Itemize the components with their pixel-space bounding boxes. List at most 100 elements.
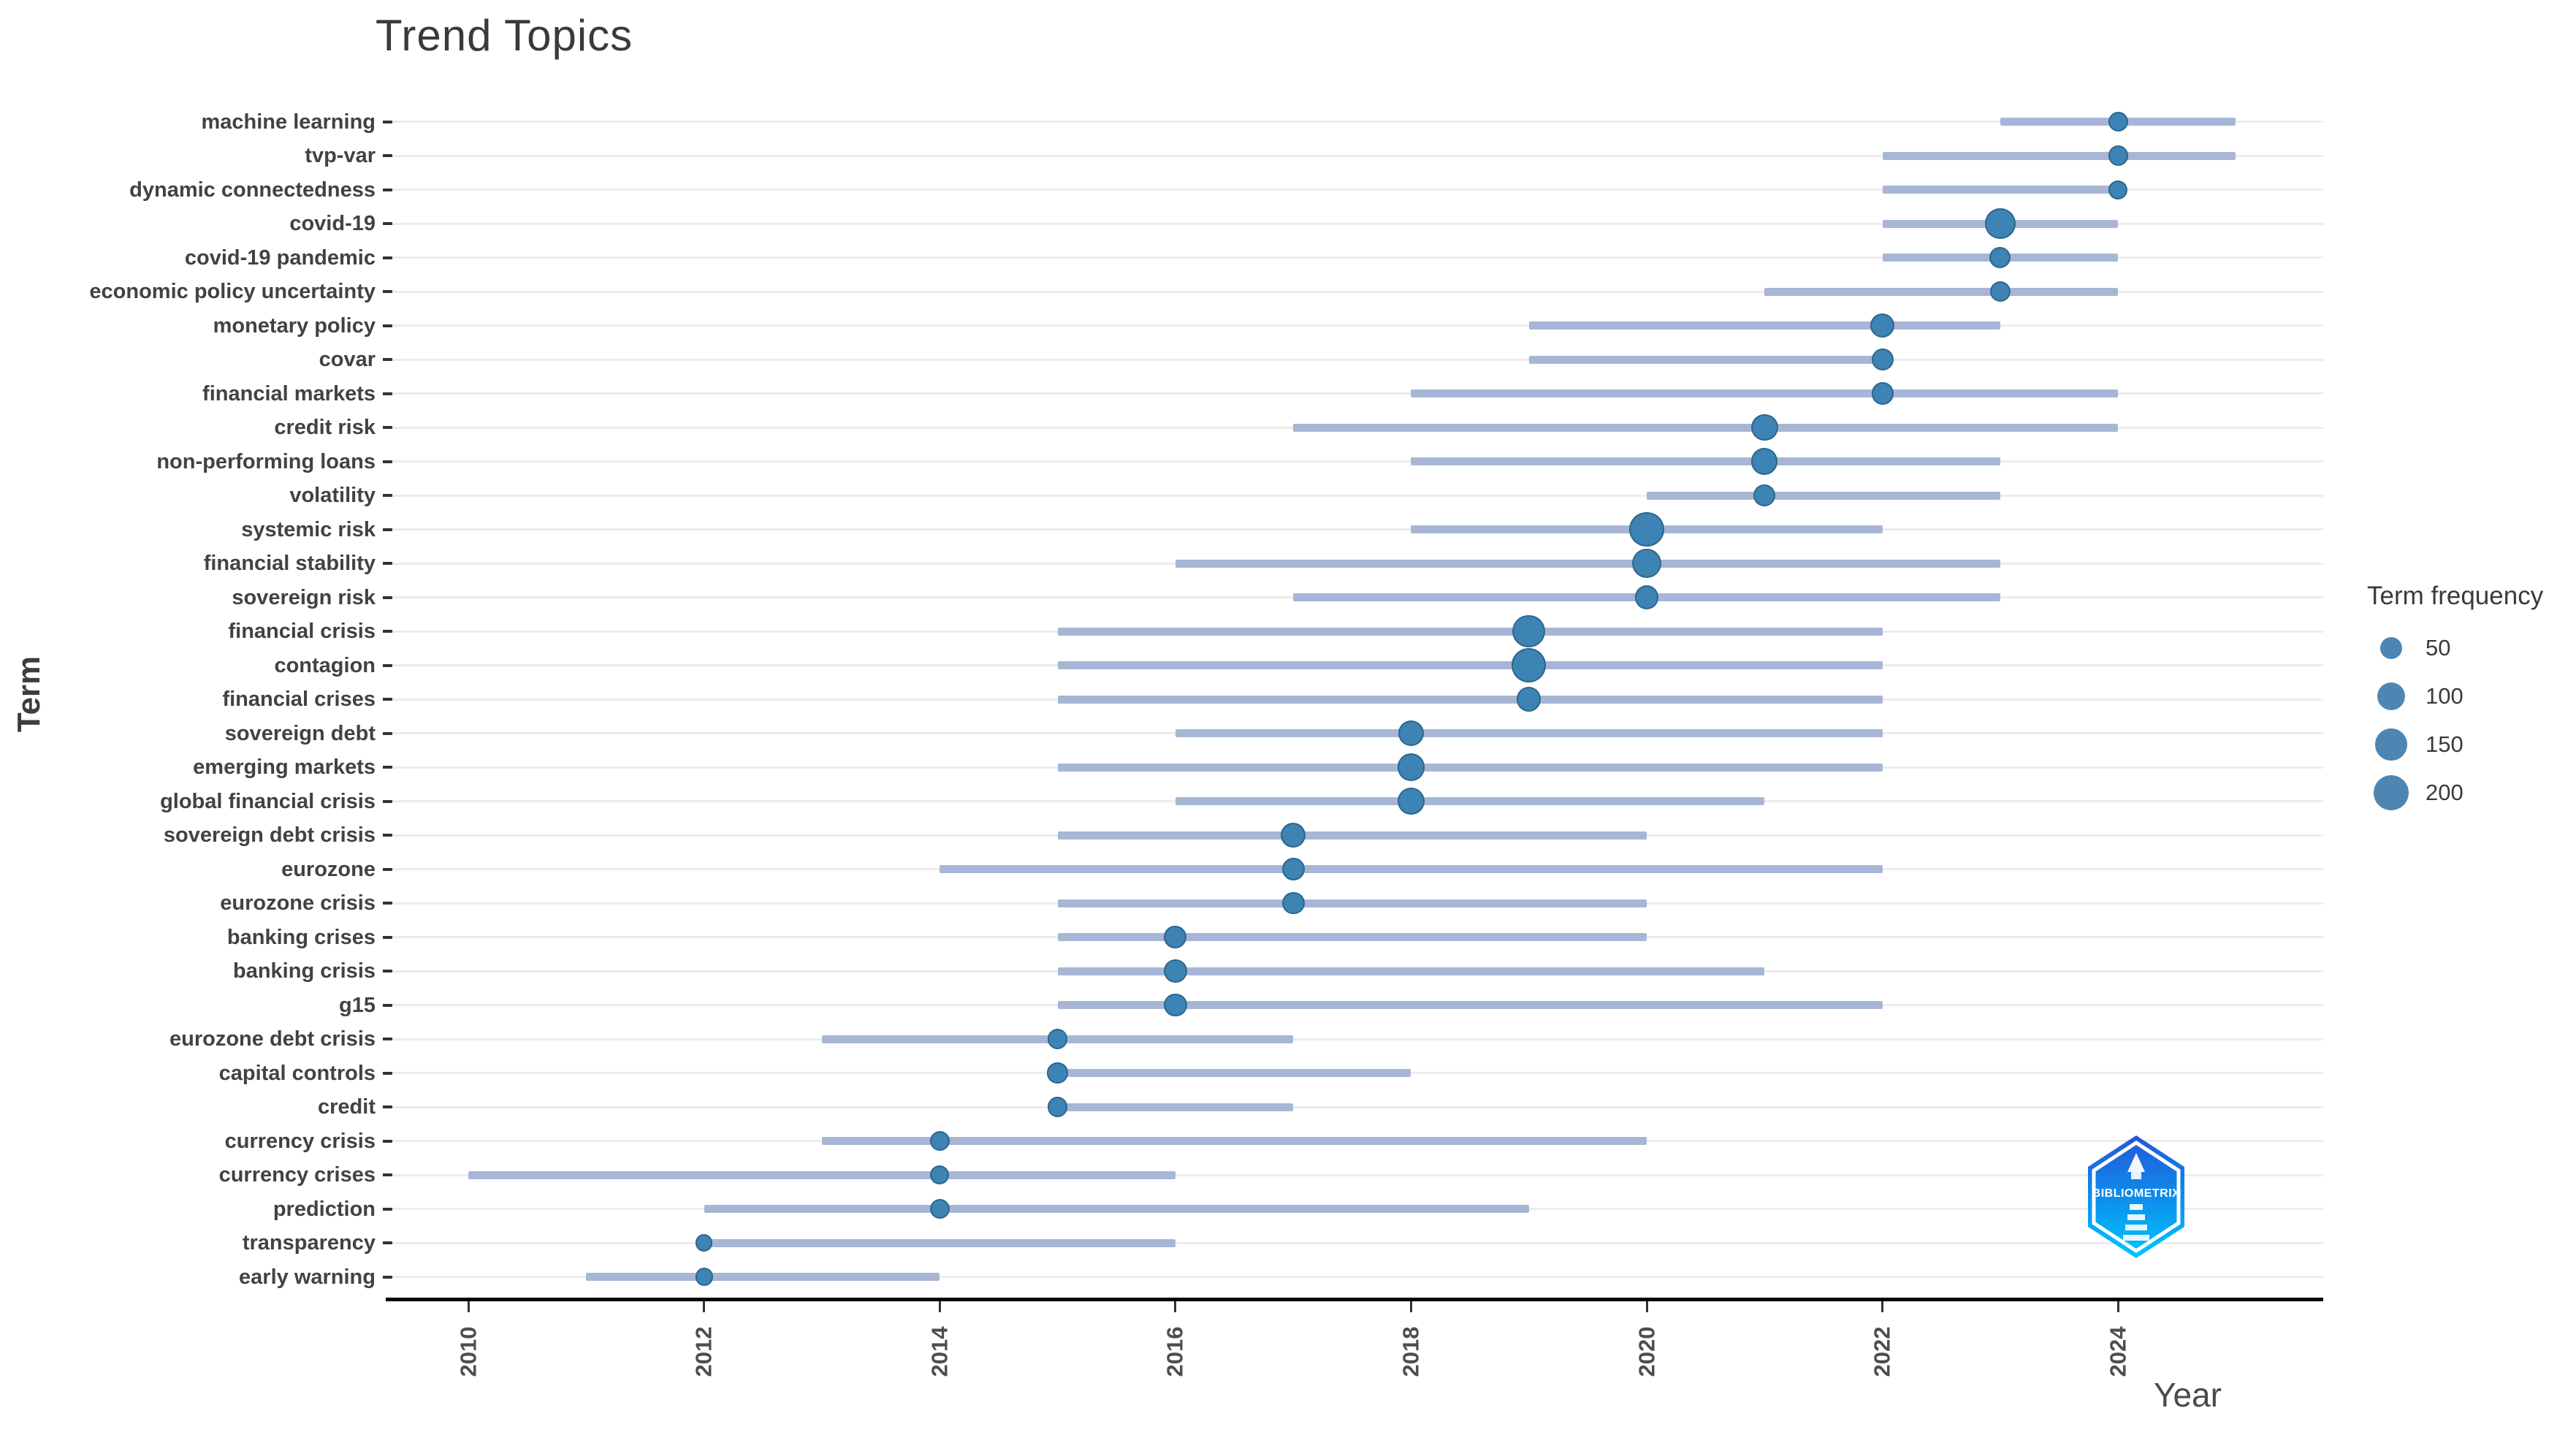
- term-gridline: [387, 1105, 2323, 1108]
- x-tick-label-wrap: 2022: [1839, 1314, 1927, 1390]
- term-label: credit: [318, 1095, 376, 1119]
- term-dot: [1398, 788, 1425, 815]
- term-label: prediction: [273, 1197, 376, 1221]
- term-label: monetary policy: [213, 313, 376, 338]
- term-range-line: [1057, 831, 1647, 840]
- y-axis-tick: [383, 188, 392, 191]
- legend-item: 50: [2367, 624, 2543, 672]
- y-axis-tick: [383, 595, 392, 599]
- y-axis-tick: [383, 867, 392, 871]
- x-axis-title: Year: [2154, 1376, 2222, 1414]
- term-dot: [930, 1165, 950, 1184]
- term-dot: [1397, 753, 1425, 781]
- term-gridline: [387, 494, 2323, 497]
- legend-item-label: 200: [2426, 780, 2463, 805]
- term-range-line: [1647, 491, 2000, 500]
- term-label: economic policy uncertainty: [89, 280, 376, 303]
- legend-circle-cell: [2367, 728, 2415, 761]
- term-dot: [1629, 511, 1664, 547]
- term-dot: [1281, 858, 1305, 880]
- term-range-line: [1057, 899, 1647, 907]
- legend-circle-cell: [2367, 636, 2415, 660]
- x-tick-label: 2020: [1634, 1326, 1659, 1377]
- lighthouse-tower-icon: [2123, 1204, 2149, 1241]
- x-tick-label-wrap: 2024: [2074, 1314, 2162, 1390]
- term-range-line: [1175, 559, 2000, 568]
- term-dot: [1871, 348, 1894, 371]
- term-gridline: [387, 121, 2323, 123]
- legend-item-label: 100: [2426, 683, 2463, 709]
- term-dot: [1163, 959, 1187, 983]
- term-gridline: [387, 528, 2323, 530]
- term-dot: [1750, 414, 1778, 441]
- term-dot: [1164, 926, 1187, 948]
- y-axis-tick: [383, 731, 392, 735]
- legend-items: 50 100 150 200: [2367, 624, 2543, 817]
- term-gridline: [387, 290, 2323, 293]
- y-axis-tick: [383, 663, 392, 667]
- term-range-line: [1175, 729, 1883, 737]
- y-axis-tick: [383, 494, 392, 497]
- term-dot: [2108, 180, 2128, 199]
- legend-item: 150: [2367, 720, 2543, 769]
- term-label: g15: [339, 993, 376, 1017]
- term-range-line: [704, 1238, 1175, 1247]
- x-tick: [467, 1301, 470, 1312]
- legend: Term frequency 50 100 150 200: [2367, 582, 2543, 817]
- term-range-line: [1293, 423, 2119, 432]
- y-axis-tick: [383, 256, 392, 259]
- term-label: emerging markets: [193, 755, 376, 779]
- y-axis-tick: [383, 426, 392, 429]
- x-tick: [703, 1301, 706, 1312]
- term-gridline: [387, 1276, 2323, 1278]
- term-dot: [1047, 1062, 1068, 1084]
- term-gridline: [387, 154, 2323, 157]
- term-range-line: [1057, 661, 1883, 669]
- term-range-line: [1411, 457, 2000, 465]
- term-label: early warning: [239, 1265, 376, 1289]
- term-range-line: [1057, 695, 1883, 704]
- term-label: credit risk: [274, 416, 376, 439]
- y-axis-tick: [383, 460, 392, 463]
- x-tick-label-wrap: 2010: [424, 1314, 512, 1390]
- term-dot: [1753, 484, 1776, 507]
- term-gridline: [387, 324, 2323, 327]
- term-range-line: [1057, 933, 1647, 941]
- term-gridline: [387, 1038, 2323, 1040]
- term-range-line: [1057, 1069, 1411, 1077]
- legend-item-label: 50: [2426, 635, 2451, 661]
- term-dot: [1512, 648, 1547, 682]
- term-dot: [1398, 720, 1425, 747]
- term-label: sovereign risk: [232, 585, 376, 609]
- y-axis-tick: [383, 970, 392, 972]
- y-axis-tick: [383, 290, 392, 293]
- x-tick-label: 2010: [455, 1326, 481, 1377]
- term-range-line: [821, 1137, 1647, 1145]
- x-tick-label: 2018: [1398, 1326, 1424, 1377]
- term-label: eurozone debt crisis: [169, 1027, 376, 1051]
- term-range-line: [586, 1273, 940, 1281]
- term-dot: [1634, 585, 1659, 609]
- bibliometrix-logo: BIBLIOMETRIX: [2088, 1135, 2184, 1258]
- term-label: dynamic connectedness: [129, 178, 376, 202]
- term-gridline: [387, 222, 2323, 225]
- y-axis-tick: [383, 154, 392, 157]
- term-label: tvp-var: [305, 144, 376, 167]
- term-label: contagion: [274, 653, 376, 677]
- x-tick-label: 2024: [2105, 1326, 2131, 1377]
- term-range-line: [1057, 1103, 1294, 1111]
- term-dot: [1047, 1097, 1068, 1117]
- term-range-line: [940, 865, 1883, 873]
- term-label: transparency: [242, 1231, 376, 1255]
- term-label: banking crisis: [232, 959, 376, 983]
- x-tick: [1409, 1301, 1412, 1312]
- term-label: sovereign debt crisis: [163, 823, 376, 847]
- x-tick: [1645, 1301, 1648, 1312]
- term-label: volatility: [289, 484, 376, 507]
- term-label: eurozone: [281, 857, 376, 881]
- x-tick-label: 2014: [926, 1326, 953, 1377]
- term-gridline: [387, 392, 2323, 395]
- term-label: financial crisis: [228, 620, 376, 643]
- term-gridline: [387, 256, 2323, 259]
- term-range-line: [1528, 355, 1883, 364]
